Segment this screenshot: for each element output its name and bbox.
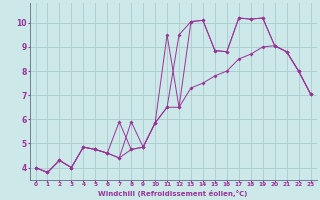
X-axis label: Windchill (Refroidissement éolien,°C): Windchill (Refroidissement éolien,°C) bbox=[98, 190, 248, 197]
